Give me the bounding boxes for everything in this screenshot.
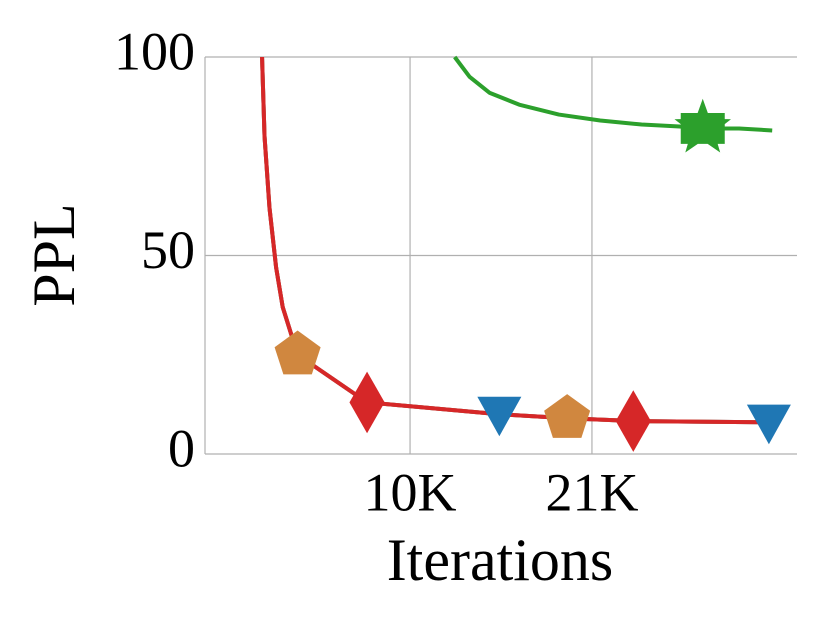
marker: [544, 394, 591, 438]
x-tick-label: 10K: [364, 462, 457, 522]
y-tick-label: 50: [141, 220, 195, 280]
y-tick-label: 100: [114, 21, 195, 81]
marker: [477, 396, 522, 437]
y-tick-label: 0: [168, 418, 195, 478]
marker: [674, 98, 731, 153]
marker: [274, 330, 321, 375]
x-tick-label: 21K: [545, 462, 638, 522]
line: [260, 56, 769, 425]
marker: [349, 371, 385, 434]
y-axis-label: PPL: [21, 203, 87, 306]
marker: [746, 404, 791, 445]
line: [260, 56, 769, 425]
line: [260, 56, 769, 425]
x-axis-label: Iterations: [387, 527, 614, 593]
marker: [615, 390, 651, 452]
